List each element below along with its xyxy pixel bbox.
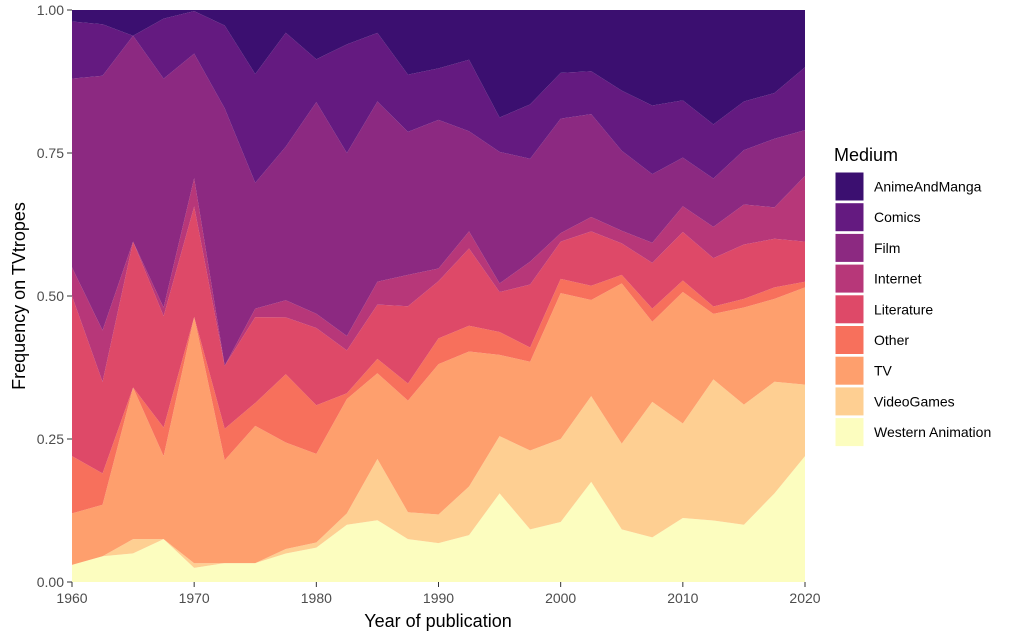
x-tick-label: 2020 [789, 590, 820, 606]
area-tv [72, 283, 805, 565]
area-film [72, 35, 805, 366]
x-axis-title: Year of publication [364, 611, 511, 631]
x-tick-label: 1980 [301, 590, 332, 606]
y-tick-label: 0.00 [37, 574, 64, 590]
legend-swatch-comics [834, 202, 865, 233]
y-tick-label: 0.50 [37, 288, 64, 304]
legend-swatch-internet [834, 263, 865, 294]
legend-title: Medium [834, 145, 898, 165]
x-tick-label: 2010 [667, 590, 698, 606]
area-layers [72, 10, 805, 582]
x-tick-label: 1970 [179, 590, 210, 606]
area-internet [72, 175, 805, 382]
legend-swatch-film [834, 232, 865, 263]
legend-swatch-other [834, 325, 865, 355]
legend-label: Comics [874, 209, 921, 225]
y-tick-label: 1.00 [37, 2, 64, 18]
legend-swatch-literature [834, 294, 865, 325]
y-tick-label: 0.25 [37, 431, 64, 447]
area-literature [72, 206, 805, 474]
x-tick-label: 1960 [56, 590, 87, 606]
x-tick-label: 2000 [545, 590, 576, 606]
legend-swatch-animeandmanga [834, 171, 865, 202]
legend-label: Western Animation [874, 424, 991, 440]
legend-label: Other [874, 332, 909, 348]
x-tick-label: 1990 [423, 590, 454, 606]
y-axis-title: Frequency on TVtropes [9, 202, 29, 390]
y-tick-label: 0.75 [37, 145, 64, 161]
legend-label: AnimeAndManga [874, 179, 982, 195]
area-videogames [72, 379, 805, 568]
legend-label: Literature [874, 301, 933, 317]
legend-label: Internet [874, 271, 922, 287]
legend-swatch-western-animation [834, 417, 865, 448]
axes: 0.00 0.25 0.50 0.75 1.00 1960 1970 1980 1990 2000… [37, 2, 821, 606]
legend: Medium AnimeAndManga Comics Film Internet Li… [834, 145, 991, 448]
legend-label: VideoGames [874, 393, 955, 409]
legend-swatch-tv [834, 355, 865, 386]
legend-label: TV [874, 363, 893, 379]
area-comics [72, 11, 805, 183]
area-animeandmanga [72, 10, 805, 125]
legend-swatch-videogames [834, 386, 865, 417]
area-western-animation [72, 456, 805, 582]
legend-label: Film [874, 240, 900, 256]
